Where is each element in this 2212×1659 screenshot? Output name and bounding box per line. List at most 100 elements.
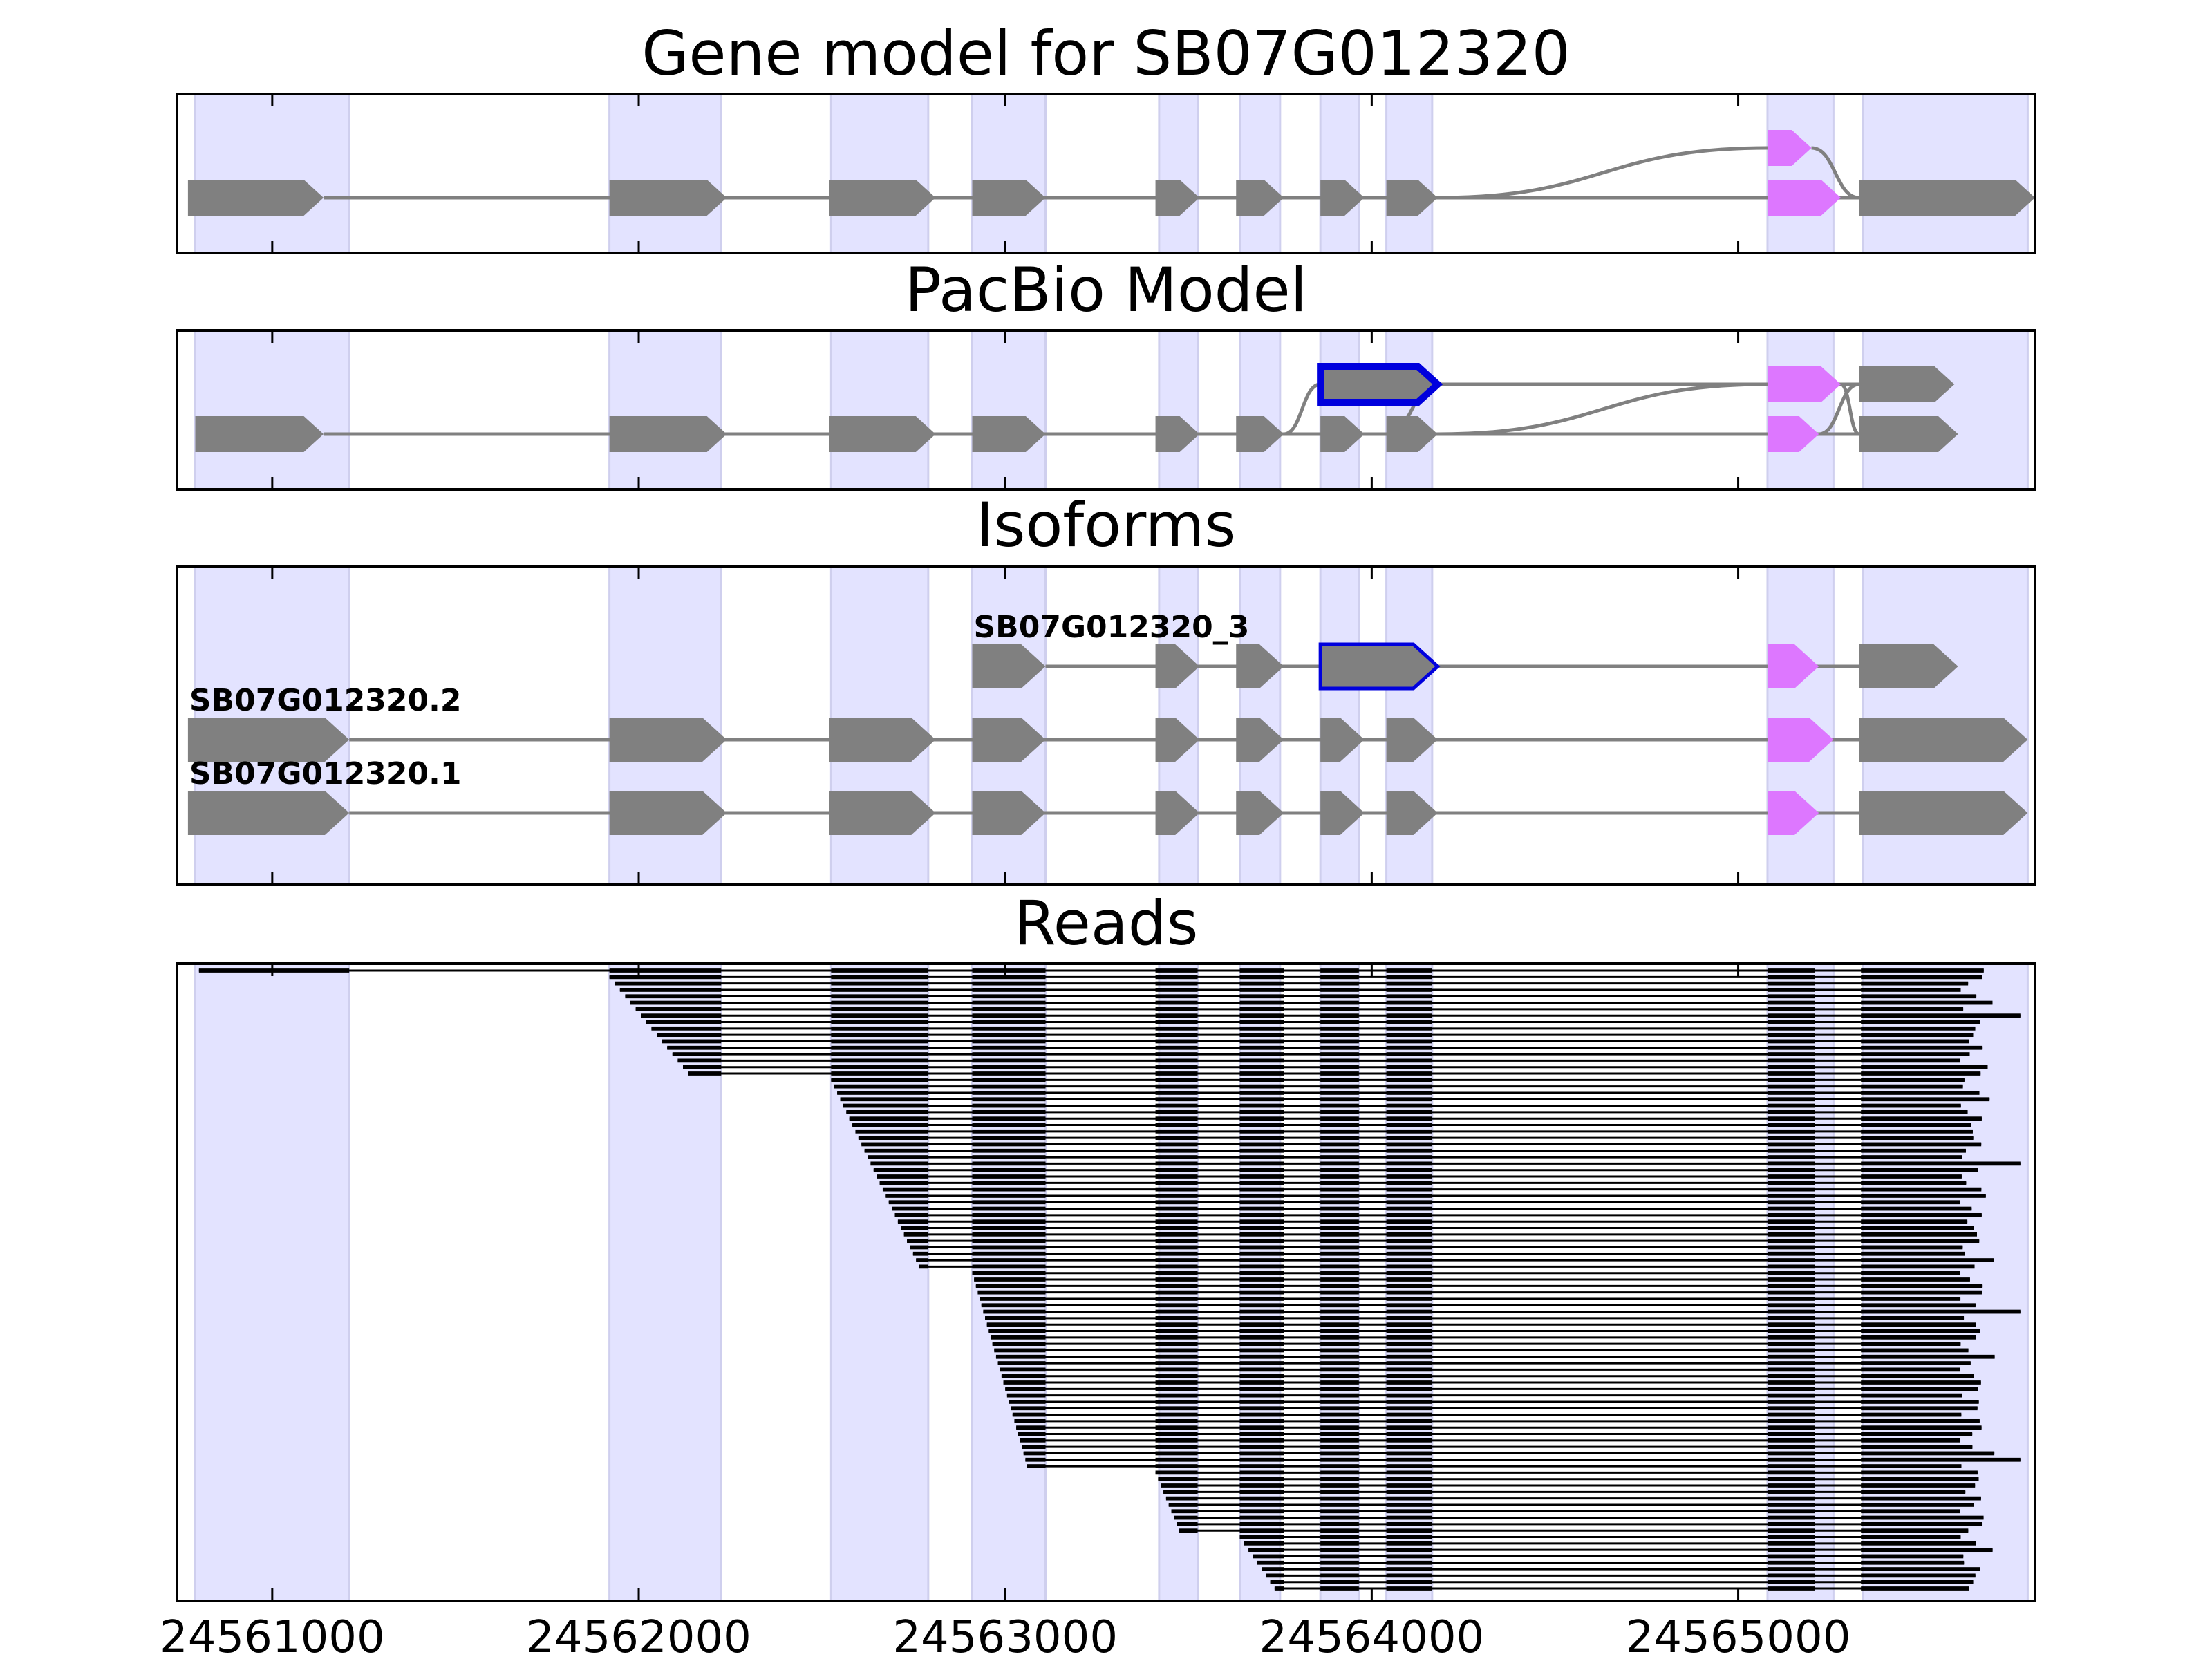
read-block [1320,1078,1359,1082]
read [677,1058,1960,1063]
read-block [1386,1515,1432,1520]
read [1027,1464,1962,1468]
read-block [1386,1219,1432,1224]
read-block [831,1033,928,1038]
read-block [1767,1020,1815,1024]
read-block [1239,981,1284,986]
read-block [831,1052,928,1056]
exon [1155,180,1200,216]
read-block [1767,1219,1815,1224]
read-block [1320,1457,1359,1462]
read-block [1386,1445,1432,1450]
read-block [1320,1155,1359,1159]
read-block [1155,1297,1198,1301]
read-block [1320,1470,1359,1475]
read-block [1239,1116,1284,1121]
read-block [1320,1251,1359,1256]
read-block [1861,1206,1972,1211]
read-block [1386,1374,1432,1378]
read-block [1767,1071,1815,1076]
read-block [1861,1573,1976,1578]
read-block [1320,1084,1359,1089]
read-block [1320,1232,1359,1237]
read-block [1320,1103,1359,1108]
read-block [1320,1354,1359,1359]
exon [1386,718,1438,762]
read-block [1155,1103,1198,1108]
read-block [1386,1535,1432,1539]
read-block [846,1109,928,1114]
read [897,1219,1968,1224]
exon [1155,644,1200,688]
read-block [1320,1393,1359,1398]
read-block [1320,1168,1359,1172]
read-block [1320,1521,1359,1526]
read-block [879,1181,928,1185]
read-block [1767,1354,1815,1359]
read-block [1239,1245,1284,1250]
read-block [1767,981,1815,986]
read-block [972,1020,1046,1024]
read-block [1861,1367,1960,1372]
read-block [972,1194,1046,1198]
read-block [1861,1039,1969,1044]
read-block [1386,1554,1432,1559]
exon [972,791,1046,835]
read-block [1239,1239,1284,1244]
read-block [1386,1425,1432,1430]
shaded-region-4 [1159,94,1198,253]
read-block [855,1129,928,1134]
read-block [1165,1496,1198,1501]
read-block [1386,1367,1432,1372]
read-block [1861,1033,1974,1038]
read-block [843,1103,928,1108]
read-block [1767,1297,1815,1301]
read-block [1767,1509,1815,1514]
read-block [864,1148,928,1153]
read [988,1329,1980,1333]
alternative-exon [1767,644,1819,688]
read-block [1861,1432,1973,1436]
shaded-region-9 [1862,964,2028,1601]
read-block [1767,1258,1815,1262]
read-block [1767,1535,1815,1539]
read [1011,1406,1978,1411]
read-block [972,1136,1046,1141]
read [837,1091,1980,1095]
read-block [972,1155,1046,1159]
read [1014,1418,1980,1423]
read-block [1386,1464,1432,1468]
read-block [1861,1406,1978,1411]
read-block [1239,1271,1284,1275]
read-block [972,1212,1046,1217]
read-block [972,1078,1046,1082]
read-block [868,1155,928,1159]
read-block [1767,1058,1815,1063]
read [1270,1580,1974,1584]
read-block [1155,1406,1198,1411]
read-block [1386,1457,1432,1462]
read-block [1155,1181,1198,1185]
read-block [1767,1335,1815,1340]
read-block [1163,1490,1198,1494]
read-block [1861,1271,1960,1275]
read [198,968,1984,973]
read-block [1861,1387,1978,1391]
read-block [1177,1521,1198,1526]
read-block [1155,1109,1198,1114]
read-block [1767,1483,1815,1488]
read-block [831,1006,928,1011]
read-block [1767,1239,1815,1244]
shaded-region-1 [609,330,722,489]
read [615,981,1969,986]
read [1005,1387,1978,1391]
read-block [852,1123,928,1127]
read-block [1767,1586,1815,1591]
alternative-exon [1767,366,1841,402]
read [651,1026,1976,1031]
read-block [1155,1091,1198,1095]
read [910,1245,1963,1250]
read-block [1239,1477,1284,1481]
x-tick-label: 24562000 [526,1612,751,1659]
